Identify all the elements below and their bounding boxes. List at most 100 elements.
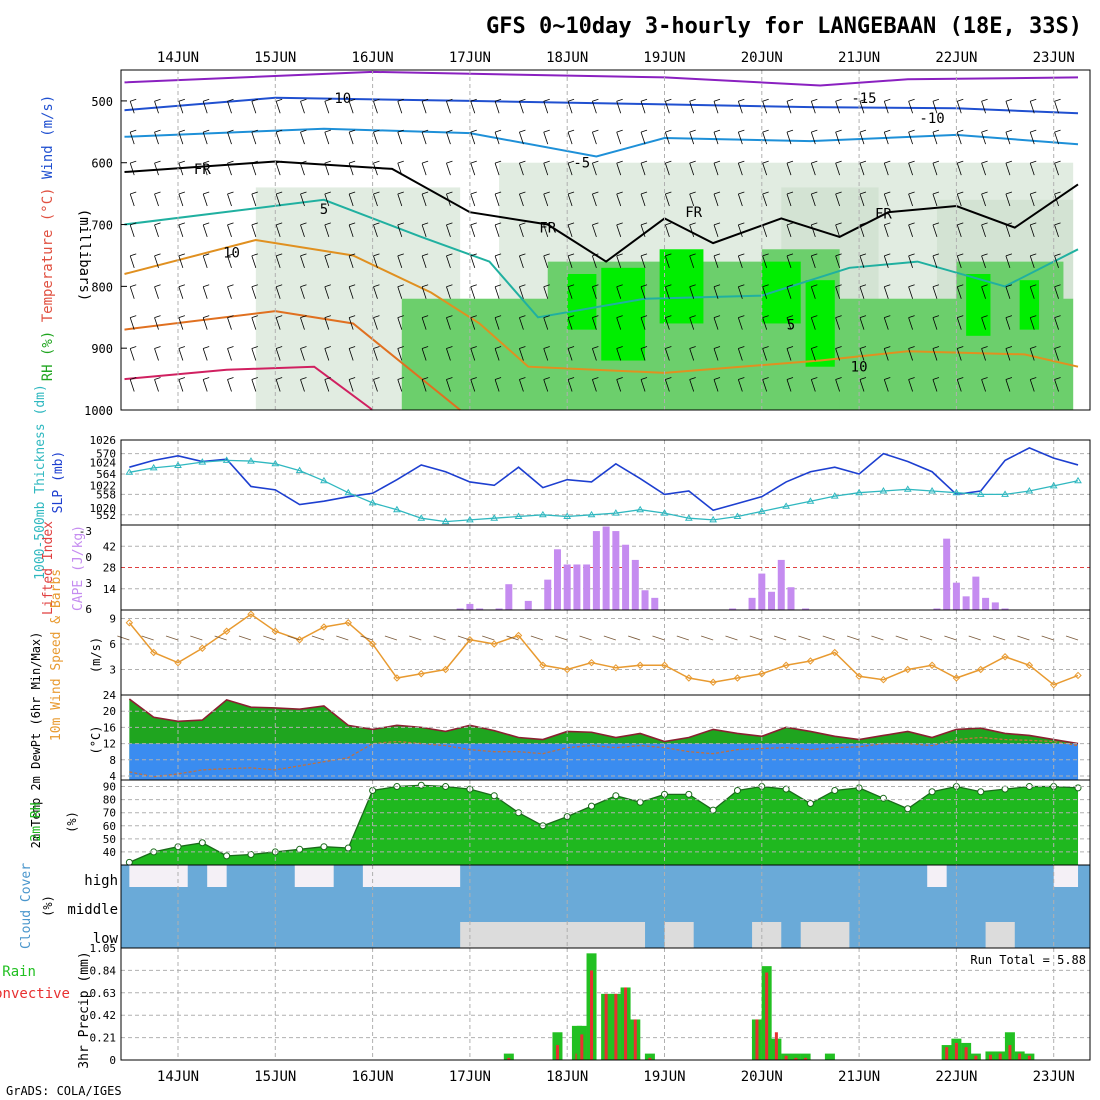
upper-wind-barb — [543, 129, 550, 145]
thickness-point — [198, 458, 207, 465]
rh2m-line — [129, 784, 1079, 863]
temp-tick-label: 16 — [103, 721, 116, 734]
low-cloud-block — [800, 922, 850, 948]
upper-wind-barb — [178, 129, 185, 145]
wind-speed-point — [709, 678, 717, 686]
upper-wind-barb — [737, 129, 745, 145]
upper-wind-barb — [713, 222, 721, 238]
upper-wind-barb — [859, 98, 867, 114]
upper-wind-barb — [956, 346, 964, 361]
upper-wind-barb — [1054, 315, 1061, 330]
upper-wind-barb — [592, 191, 599, 207]
upper-wind-barb — [786, 346, 794, 361]
upper-wind-barb — [178, 253, 185, 268]
upper-wind-barb — [1054, 191, 1061, 207]
upper-wind-barb — [1005, 191, 1013, 207]
upper-wind-barb — [640, 160, 648, 176]
upper-wind-barb — [324, 129, 331, 145]
wind-speed-point — [125, 619, 134, 627]
upper-wind-barb — [519, 315, 526, 330]
rh-shade-bright — [805, 280, 835, 367]
upper-wind-barb — [178, 346, 185, 361]
upper-wind-barb — [592, 284, 599, 299]
upper-wind-barb — [251, 129, 258, 145]
precip-total-bar — [790, 1053, 801, 1060]
rh-tick-label: 60 — [103, 820, 116, 833]
slp-tick-label: 1022 — [90, 479, 117, 492]
upper-wind-barb — [664, 129, 672, 145]
upper-wind-barb — [1029, 98, 1037, 114]
rh2m-point — [296, 845, 304, 853]
cape-bar — [544, 579, 552, 610]
cape-bar — [592, 531, 600, 610]
wind-speed-point — [928, 661, 936, 669]
thickness-point — [952, 488, 961, 496]
rh-ylabel: 2m RH — [29, 802, 44, 841]
cape-bar — [631, 559, 639, 610]
surface-wind-barb — [457, 635, 471, 641]
upper-wind-barb — [129, 191, 137, 207]
wind-speed-point — [539, 661, 547, 669]
upper-wind-barb — [300, 253, 307, 268]
upper-wind-barb — [713, 191, 721, 207]
upper-wind-barb — [373, 315, 380, 330]
wind-speed-point — [782, 661, 790, 669]
upper-wind-barb — [567, 284, 575, 299]
upper-wind-barb — [494, 191, 502, 207]
upper-wind-barb — [494, 284, 502, 299]
precip-convective-bar — [507, 1057, 511, 1060]
upper-wind-barb — [908, 98, 915, 114]
isotherm-line — [124, 238, 1079, 374]
cape-bar — [802, 608, 810, 610]
cape-bar — [612, 531, 620, 610]
rh2m-point — [198, 839, 206, 847]
wind-speed-point — [1049, 681, 1058, 689]
cape-bar — [622, 544, 630, 610]
upper-wind-barb — [592, 253, 599, 268]
upper-wind-barb — [737, 191, 745, 207]
surface-wind-barb — [555, 635, 568, 641]
precip-frame — [120, 947, 1091, 1061]
wind-speed-point — [587, 658, 596, 667]
upper-wind-barb — [859, 191, 867, 207]
temp-ylabel-text: 2m Temp 2m DewPt (6hr Min/Max) — [29, 632, 43, 849]
cape-tick-label: 14 — [103, 583, 117, 596]
upper-wind-barb — [373, 284, 380, 299]
upper-wind-barb — [348, 315, 356, 330]
upper-wind-barb — [300, 346, 307, 361]
date-label-bottom: 18JUN — [546, 1069, 588, 1085]
rh-tick-label: 50 — [103, 833, 116, 846]
rh-shade-bright — [761, 261, 801, 324]
high-cloud-gap — [207, 865, 227, 887]
upper-wind-barb — [567, 377, 575, 392]
thickness-tick-label: 558 — [96, 488, 116, 501]
upper-wind-barb — [275, 129, 283, 145]
rh2m-point — [125, 858, 133, 866]
upper-wind-barb — [421, 222, 429, 238]
pressure-unit-label: (millibars) — [76, 209, 92, 302]
upper-wind-barb — [810, 129, 818, 145]
surface-wind-barb — [336, 635, 349, 641]
upper-wind-barb — [810, 377, 818, 392]
upper-wind-barb — [932, 222, 940, 238]
upper-wind-barb — [348, 222, 356, 238]
upper-wind-barb — [275, 160, 283, 176]
upper-wind-barb — [664, 315, 672, 330]
wind-speed-point — [247, 610, 255, 618]
upper-wind-barb — [762, 346, 769, 361]
cape-bar — [748, 597, 756, 610]
upper-wind-barb — [640, 346, 648, 361]
upper-wind-barb — [470, 222, 477, 238]
upper-wind-barb — [1005, 346, 1013, 361]
upper-wind-barb — [737, 346, 745, 361]
precip-tick-label: 0 — [109, 1054, 116, 1067]
wind-ylabel: 10m Wind Speed & Barbs — [49, 569, 64, 741]
cloud-level-label: low — [93, 931, 119, 947]
precip-total-label: Total / Rain — [0, 964, 36, 980]
date-label-bottom: 20JUN — [741, 1069, 783, 1085]
upper-wind-barb — [616, 222, 623, 238]
upper-wind-barb — [202, 284, 210, 299]
upper-wind-barb — [810, 98, 818, 114]
upper-wind-barb — [543, 346, 550, 361]
surface-wind-barb — [846, 635, 860, 641]
